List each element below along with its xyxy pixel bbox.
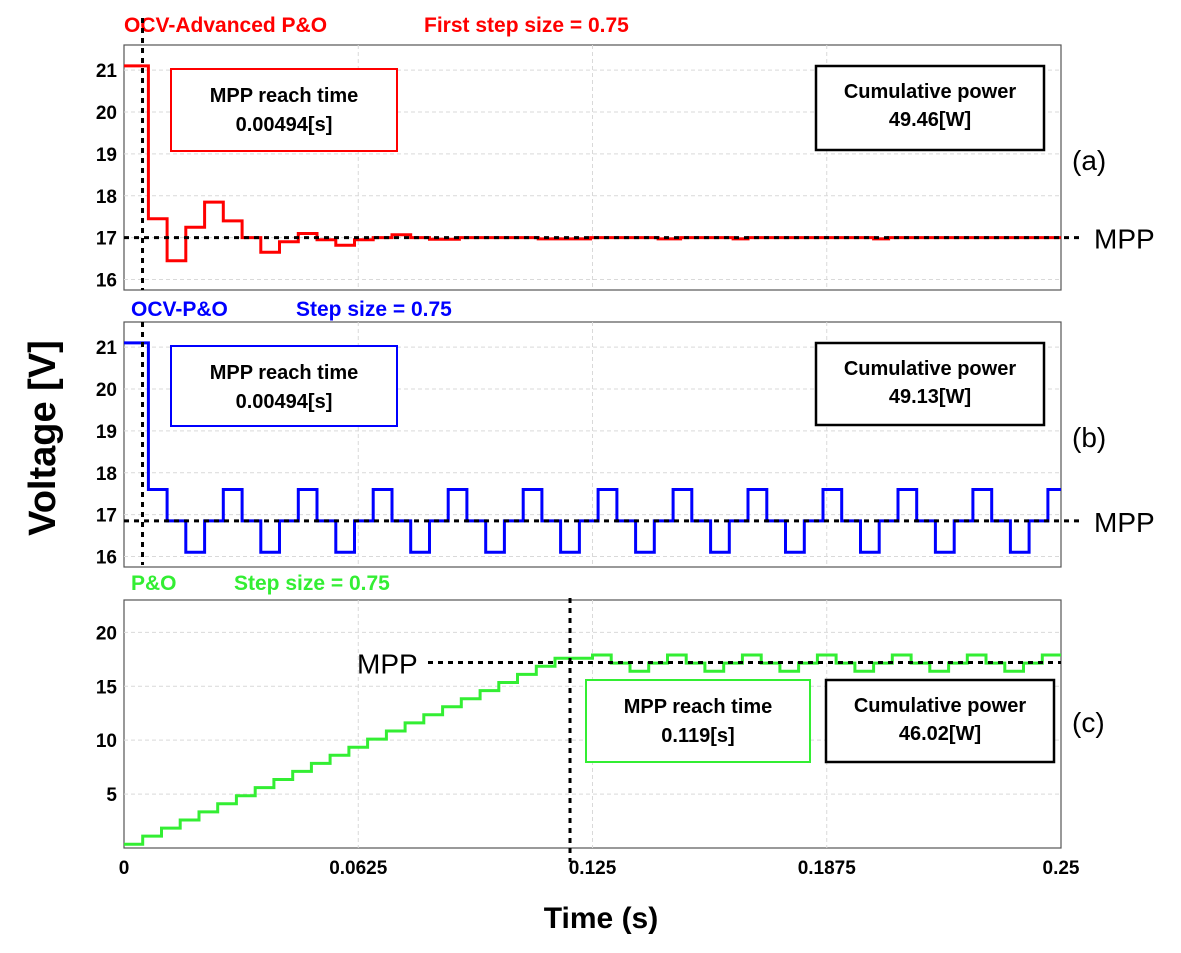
cumulative-power-value: 49.13[W] bbox=[889, 386, 971, 408]
panel-subtitle: First step size = 0.75 bbox=[424, 14, 629, 37]
x-axis-label: Time (s) bbox=[544, 902, 658, 935]
y-tick-label: 17 bbox=[96, 506, 117, 527]
cumulative-power-title: Cumulative power bbox=[854, 695, 1026, 717]
cumulative-power-value: 46.02[W] bbox=[899, 723, 981, 745]
cumulative-power-box bbox=[814, 64, 1046, 152]
y-tick-label: 20 bbox=[96, 380, 117, 401]
reach-time-box bbox=[585, 679, 811, 763]
reach-time-box bbox=[170, 345, 398, 427]
cumulative-power-box bbox=[824, 678, 1056, 764]
mpp-label: MPP bbox=[1094, 507, 1155, 538]
reach-time-title: MPP reach time bbox=[210, 85, 359, 107]
y-tick-label: 21 bbox=[96, 61, 118, 82]
reach-time-value: 0.119[s] bbox=[661, 725, 734, 747]
x-tick-labels: 0 0.0625 0.125 0.1875 0.25 bbox=[119, 858, 1080, 879]
panel-label: (c) bbox=[1072, 707, 1105, 738]
reach-time-title: MPP reach time bbox=[624, 696, 773, 718]
y-tick-label: 5 bbox=[106, 785, 117, 806]
cumulative-power-box bbox=[814, 341, 1046, 427]
panel-label: (a) bbox=[1072, 145, 1106, 176]
y-tick-label: 19 bbox=[96, 145, 117, 166]
panel-b: 16 17 18 19 20 21 OCV-P&O Step size = 0.75 MPP MP… bbox=[96, 298, 1155, 569]
panel-title: OCV-P&O bbox=[131, 298, 228, 321]
y-tick-label: 18 bbox=[96, 464, 117, 485]
panel-c: 5 10 15 20 P&O Step size = 0.75 MPP MPP reach t… bbox=[96, 572, 1105, 862]
panel-title: P&O bbox=[131, 572, 177, 595]
x-tick-label: 0 bbox=[119, 858, 130, 879]
reach-time-title: MPP reach time bbox=[210, 362, 359, 384]
x-tick-label: 0.1875 bbox=[798, 858, 857, 879]
panel-label: (b) bbox=[1072, 422, 1106, 453]
y-tick-label: 20 bbox=[96, 103, 117, 124]
reach-time-box bbox=[170, 68, 398, 152]
x-tick-label: 0.125 bbox=[569, 858, 617, 879]
mpp-label: MPP bbox=[357, 649, 418, 680]
cumulative-power-title: Cumulative power bbox=[844, 358, 1016, 380]
reach-time-value: 0.00494[s] bbox=[236, 114, 333, 136]
cumulative-power-title: Cumulative power bbox=[844, 81, 1016, 103]
x-tick-label: 0.25 bbox=[1043, 858, 1080, 879]
y-tick-label: 15 bbox=[96, 677, 118, 698]
y-tick-label: 21 bbox=[96, 338, 118, 359]
y-tick-label: 10 bbox=[96, 731, 117, 752]
y-axis-label: Voltage [V] bbox=[22, 340, 64, 536]
series-line bbox=[124, 653, 1061, 846]
y-tick-label: 17 bbox=[96, 229, 117, 250]
y-tick-label: 20 bbox=[96, 623, 117, 644]
panel-subtitle: Step size = 0.75 bbox=[296, 298, 452, 321]
y-tick-label: 18 bbox=[96, 187, 117, 208]
mpp-label: MPP bbox=[1094, 224, 1155, 255]
y-tick-label: 16 bbox=[96, 271, 117, 292]
y-tick-label: 16 bbox=[96, 548, 117, 569]
x-tick-label: 0.0625 bbox=[329, 858, 388, 879]
panel-subtitle: Step size = 0.75 bbox=[234, 572, 390, 595]
y-tick-label: 19 bbox=[96, 422, 117, 443]
panel-a: 16 17 18 19 20 21 OCV-Advanced P&O First step s… bbox=[96, 14, 1155, 292]
panel-title: OCV-Advanced P&O bbox=[124, 14, 327, 37]
reach-time-value: 0.00494[s] bbox=[236, 391, 333, 413]
cumulative-power-value: 49.46[W] bbox=[889, 109, 971, 131]
